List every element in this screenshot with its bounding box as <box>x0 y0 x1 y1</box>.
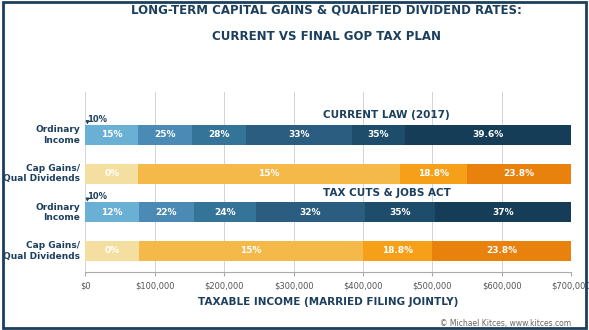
Text: 35%: 35% <box>368 130 389 140</box>
Bar <box>435 202 571 222</box>
Text: 0%: 0% <box>104 169 120 178</box>
Text: 24%: 24% <box>214 208 236 217</box>
Text: 35%: 35% <box>389 208 411 217</box>
Bar <box>138 164 400 184</box>
Bar <box>85 164 138 184</box>
Bar <box>85 241 139 261</box>
Bar <box>85 125 138 145</box>
Bar <box>139 202 194 222</box>
Text: 0%: 0% <box>105 247 120 255</box>
Bar <box>139 241 363 261</box>
Text: LONG-TERM CAPITAL GAINS & QUALIFIED DIVIDEND RATES:: LONG-TERM CAPITAL GAINS & QUALIFIED DIVI… <box>131 3 522 16</box>
Bar <box>432 241 571 261</box>
Bar <box>194 202 256 222</box>
Text: 32%: 32% <box>300 208 322 217</box>
Text: 15%: 15% <box>258 169 280 178</box>
Text: 18.8%: 18.8% <box>382 247 413 255</box>
Bar <box>191 125 246 145</box>
Text: 10%: 10% <box>87 192 107 202</box>
Text: 18.8%: 18.8% <box>418 169 449 178</box>
Bar <box>363 241 432 261</box>
Text: 23.8%: 23.8% <box>487 247 518 255</box>
Text: © Michael Kitces, www.kitces.com: © Michael Kitces, www.kitces.com <box>440 319 571 328</box>
Text: 33%: 33% <box>288 130 310 140</box>
Text: 12%: 12% <box>101 208 123 217</box>
Text: CURRENT VS FINAL GOP TAX PLAN: CURRENT VS FINAL GOP TAX PLAN <box>213 30 441 43</box>
Bar <box>405 125 571 145</box>
Bar <box>246 125 352 145</box>
Text: TAX CUTS & JOBS ACT: TAX CUTS & JOBS ACT <box>323 187 451 198</box>
Bar <box>256 202 365 222</box>
Text: 28%: 28% <box>208 130 230 140</box>
Text: 39.6%: 39.6% <box>472 130 504 140</box>
Text: 25%: 25% <box>154 130 176 140</box>
Bar <box>138 125 191 145</box>
Text: 10%: 10% <box>87 115 107 124</box>
Text: 15%: 15% <box>101 130 123 140</box>
Bar <box>352 125 405 145</box>
Text: CURRENT LAW (2017): CURRENT LAW (2017) <box>323 110 450 120</box>
Bar <box>467 164 571 184</box>
X-axis label: TAXABLE INCOME (MARRIED FILING JOINTLY): TAXABLE INCOME (MARRIED FILING JOINTLY) <box>198 297 459 307</box>
Bar <box>400 164 467 184</box>
Text: 15%: 15% <box>240 247 262 255</box>
Text: 22%: 22% <box>155 208 177 217</box>
Text: 37%: 37% <box>492 208 514 217</box>
Bar <box>85 202 139 222</box>
Bar <box>365 202 435 222</box>
Text: 23.8%: 23.8% <box>504 169 535 178</box>
